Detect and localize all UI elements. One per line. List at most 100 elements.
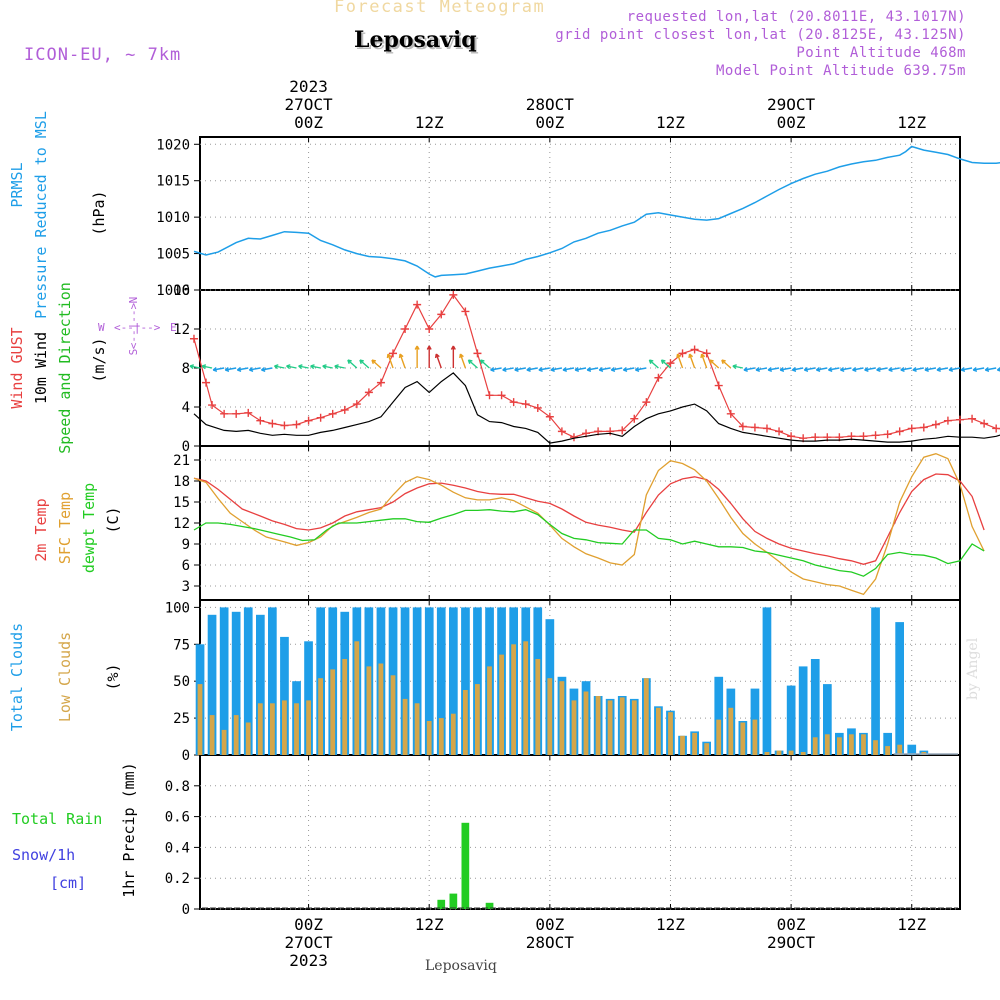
snow-unit: [cm] xyxy=(50,874,86,892)
temp-sfc-line xyxy=(193,453,985,596)
gust-marker xyxy=(787,432,796,441)
low-cloud-bar xyxy=(849,734,854,755)
total-cloud-bar xyxy=(424,607,434,755)
low-cloud-bar xyxy=(668,712,673,755)
gust-marker xyxy=(533,403,542,412)
low-cloud-bar xyxy=(571,700,577,755)
wind-direction-arrow xyxy=(322,364,333,370)
y-tick-label: 1010 xyxy=(156,210,190,226)
wind-direction-arrow xyxy=(459,353,467,369)
wind-direction-arrow xyxy=(414,345,420,368)
wind-direction-arrow xyxy=(721,359,732,369)
wind-direction-arrow xyxy=(936,366,949,372)
low-cloud-bar xyxy=(245,722,251,755)
low-cloud-bar xyxy=(426,721,432,755)
temp-unit: (C) xyxy=(104,506,122,533)
low-cloud-bar xyxy=(643,678,649,755)
panel-frame-precip xyxy=(199,754,961,910)
low-cloud-bar xyxy=(463,690,468,755)
wind-direction-arrow xyxy=(450,345,456,368)
bottom-time-label: 2023 xyxy=(289,951,328,970)
compass-west: W xyxy=(98,321,105,334)
panel-frame-pressure xyxy=(199,136,961,291)
gust-marker xyxy=(509,398,518,407)
y-tick-label: 1015 xyxy=(156,174,190,190)
low-cloud-bar xyxy=(209,715,215,755)
gust-marker xyxy=(425,325,434,333)
gust-marker xyxy=(943,416,952,425)
gust-marker xyxy=(678,349,687,358)
low-cloud-bar xyxy=(547,678,553,755)
top-time-label: 00Z xyxy=(294,113,323,132)
low-cloud-bar xyxy=(812,737,818,755)
low-clouds-label: Low Clouds xyxy=(56,632,74,722)
gust-marker xyxy=(232,409,241,418)
wind-direction-arrow xyxy=(864,366,876,372)
wind-direction-arrow xyxy=(960,366,973,372)
gust-marker xyxy=(956,415,964,424)
gust-marker xyxy=(497,391,506,400)
y-tick-label: 1000 xyxy=(156,283,190,299)
total-cloud-bar xyxy=(871,607,880,755)
wind-direction-arrow xyxy=(334,364,345,370)
bottom-time-label: 29OCT xyxy=(767,933,816,952)
rain-bar xyxy=(485,902,494,909)
gust-marker xyxy=(883,430,892,439)
low-cloud-bar xyxy=(342,659,348,755)
gust-marker xyxy=(413,300,422,309)
location-title: Leposaviq xyxy=(354,27,477,53)
compass-arrow-vertical: <--|--> xyxy=(127,302,140,349)
product-title: Forecast Meteogram xyxy=(334,0,546,17)
dewpt-label: dewpt Temp xyxy=(80,483,98,573)
y-tick-label: 21 xyxy=(173,453,190,469)
wind-direction-arrow xyxy=(755,366,768,372)
low-cloud-bar xyxy=(523,641,529,755)
gust-marker xyxy=(738,422,747,431)
wind-direction-arrow xyxy=(634,366,647,372)
y-tick-label: 50 xyxy=(173,674,190,690)
requested-coords: requested lon,lat (20.8011E, 43.1017N) xyxy=(626,9,966,25)
low-cloud-bar xyxy=(438,718,444,755)
wind-direction-arrow xyxy=(574,366,587,372)
wind-direction-arrow xyxy=(827,366,840,372)
low-cloud-bar xyxy=(716,719,722,755)
gust-marker xyxy=(340,405,349,414)
wind-direction-arrow xyxy=(815,366,828,372)
total-cloud-bar xyxy=(883,732,892,755)
point-altitude: Point Altitude 468m xyxy=(796,45,966,61)
wind-direction-arrow xyxy=(398,353,406,369)
footer-location: Leposaviq xyxy=(425,958,497,974)
low-cloud-bar xyxy=(487,666,492,755)
low-cloud-bar xyxy=(378,663,384,755)
low-cloud-bar xyxy=(197,684,203,755)
wind-direction-arrow xyxy=(490,366,502,372)
y-tick-label: 100 xyxy=(165,600,190,616)
low-cloud-bar xyxy=(897,744,903,755)
wind-direction-arrow xyxy=(791,366,804,372)
wind-direction-arrow xyxy=(779,366,792,372)
top-time-label: 00Z xyxy=(535,113,564,132)
low-cloud-bar xyxy=(511,644,516,755)
total-cloud-bar xyxy=(231,611,241,755)
low-cloud-bar xyxy=(607,700,613,755)
wind-direction-arrow xyxy=(876,366,888,372)
y-tick-label: 0.4 xyxy=(165,840,190,856)
gust-marker xyxy=(654,373,663,382)
pressure-line xyxy=(193,145,1000,278)
y-tick-label: 1020 xyxy=(156,137,190,153)
low-cloud-bar xyxy=(837,737,842,755)
wind-direction-arrow xyxy=(648,359,659,369)
gust-marker xyxy=(557,427,566,436)
wind-direction-arrow xyxy=(586,366,599,372)
y-tick-label: 25 xyxy=(173,711,190,727)
gust-marker xyxy=(449,290,458,299)
gust-marker xyxy=(521,400,530,409)
grid-coords: grid point closest lon,lat (20.8125E, 43… xyxy=(555,27,966,43)
wind-direction-arrow xyxy=(514,366,526,372)
wind-direction-arrow xyxy=(900,366,912,372)
y-tick-label: 12 xyxy=(173,516,190,532)
temp-2m-label: 2m Temp xyxy=(32,498,50,561)
temp-sfc-label: SFC Temp xyxy=(56,492,74,564)
wind-direction-arrow xyxy=(260,366,273,372)
wind-line xyxy=(193,372,1000,444)
